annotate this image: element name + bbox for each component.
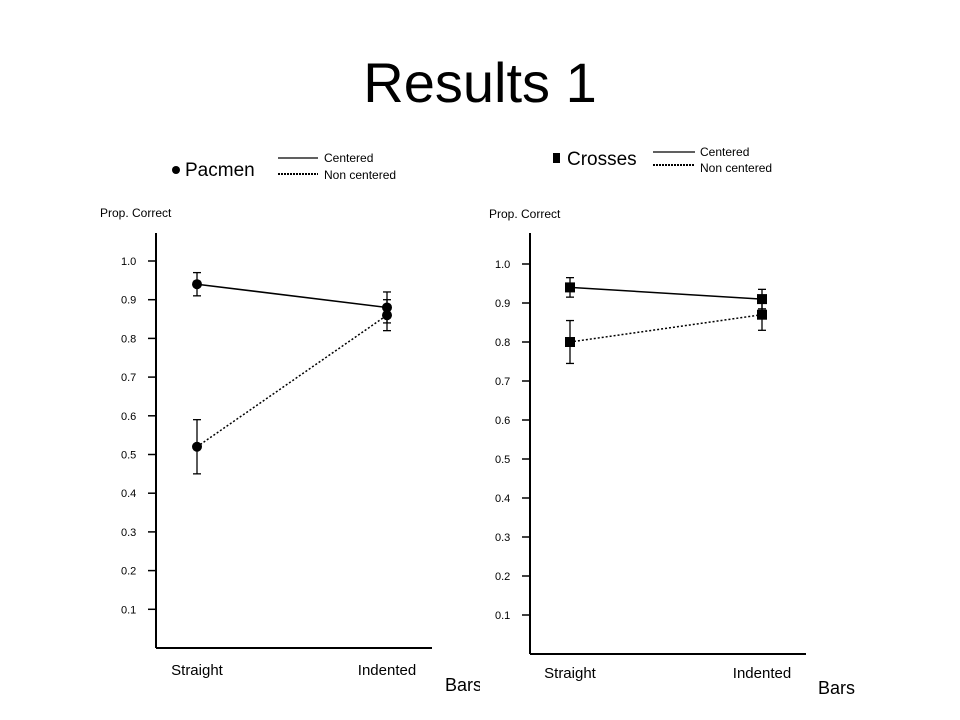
series-line (569, 286, 763, 300)
y-tick-label: 0.5 (121, 450, 136, 462)
y-axis-label: Prop. Correct (100, 206, 172, 220)
y-tick-label: 0.8 (121, 333, 136, 345)
y-tick-label: 0.7 (495, 376, 510, 388)
y-tick-label: 0.4 (121, 488, 136, 500)
y-tick-label: 0.9 (495, 298, 510, 310)
y-tick-label: 0.9 (121, 295, 136, 307)
x-axis-label: Bars (818, 678, 855, 698)
y-tick-label: 0.4 (495, 493, 510, 505)
x-tick-label: Indented (358, 662, 416, 679)
data-point (565, 282, 575, 293)
legend-label: Centered (700, 145, 749, 159)
slide-title: Results 1 (363, 51, 597, 114)
y-tick-label: 0.3 (121, 527, 136, 539)
series-line (569, 313, 763, 343)
y-tick-label: 0.6 (495, 415, 510, 427)
y-tick-label: 0.1 (495, 610, 510, 622)
data-point (192, 279, 202, 290)
y-axis-label: Prop. Correct (489, 207, 561, 221)
data-point (757, 294, 767, 305)
y-tick-label: 0.2 (121, 566, 136, 578)
data-point (192, 441, 202, 452)
y-tick-label: 0.5 (495, 454, 510, 466)
data-point (565, 337, 575, 347)
legend-label: Non centered (324, 168, 396, 182)
y-tick-label: 0.2 (495, 571, 510, 583)
x-axis-label: Bars (445, 675, 480, 695)
chart-pacmen: Prop. Correct 0.1 0.2 0.3 0.4 0.5 0.6 0.7 0.8 0.9… (100, 151, 480, 695)
y-tick-label: 1.0 (121, 256, 136, 268)
legend-marker (553, 153, 560, 163)
series-line (196, 314, 388, 448)
series-line (196, 283, 388, 309)
x-tick-label: Straight (171, 662, 224, 679)
y-tick-label: 0.1 (121, 604, 136, 616)
legend-series-label: Crosses (567, 149, 637, 170)
data-point (382, 310, 392, 321)
y-tick-label: 0.6 (121, 411, 136, 423)
legend-label: Centered (324, 151, 373, 165)
legend-label: Non centered (700, 161, 772, 175)
x-tick-label: Indented (733, 665, 791, 682)
y-tick-label: 0.8 (495, 337, 510, 349)
y-tick-label: 1.0 (495, 259, 510, 271)
legend-marker (172, 166, 180, 174)
legend-series-label: Pacmen (185, 160, 255, 181)
y-tick-label: 0.7 (121, 372, 136, 384)
y-tick-label: 0.3 (495, 532, 510, 544)
data-point (757, 309, 767, 320)
x-tick-label: Straight (544, 665, 597, 682)
